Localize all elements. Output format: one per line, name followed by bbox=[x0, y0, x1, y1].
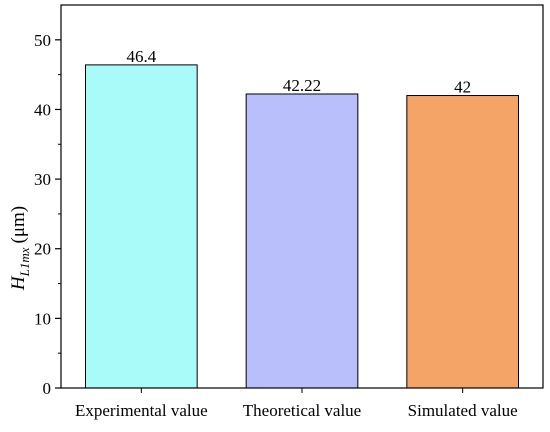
data-label: 42 bbox=[454, 78, 471, 97]
bars-layer bbox=[85, 64, 519, 389]
x-tick-label: Experimental value bbox=[75, 401, 208, 420]
y-tick-label: 40 bbox=[34, 100, 51, 119]
bar-theoretical-value bbox=[245, 93, 359, 389]
y-tick-label: 20 bbox=[34, 240, 51, 259]
y-axis-subscript: L1mx bbox=[17, 247, 32, 277]
y-axis-unit: (μm) bbox=[8, 206, 29, 244]
y-axis-symbol: H bbox=[8, 275, 29, 291]
y-tick-label: 10 bbox=[34, 309, 51, 328]
x-tick-label: Simulated value bbox=[408, 401, 518, 420]
plot-frame bbox=[60, 4, 544, 389]
data-labels-layer: 46.4 42.22 42 bbox=[126, 47, 471, 97]
data-label: 42.22 bbox=[283, 76, 321, 95]
data-label: 46.4 bbox=[126, 47, 156, 66]
y-tick-label: 0 bbox=[43, 379, 52, 398]
y-tick-label: 50 bbox=[34, 31, 51, 50]
axes-layer: Experimental value Theoretical value Simul… bbox=[34, 4, 544, 420]
y-tick-label: 30 bbox=[34, 170, 51, 189]
bar-experimental-value bbox=[85, 64, 198, 389]
x-tick-label: Theoretical value bbox=[243, 401, 361, 420]
y-axis-title: HL1mx (μm) bbox=[8, 206, 32, 291]
bar-simulated-value bbox=[406, 95, 519, 389]
